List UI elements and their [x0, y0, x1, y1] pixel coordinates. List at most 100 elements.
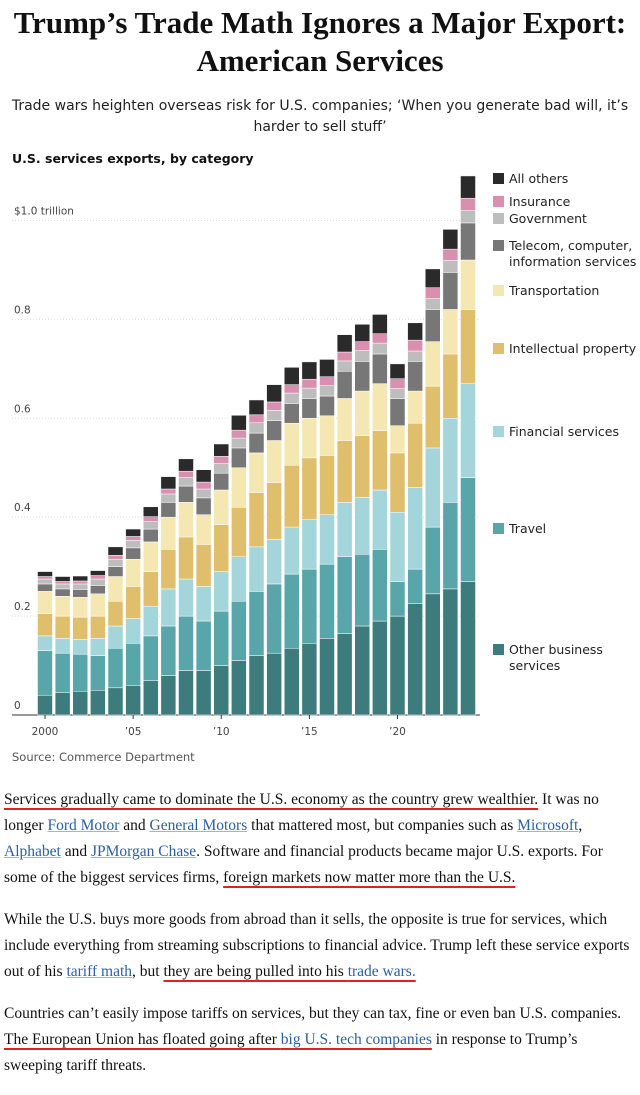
bar-segment: [442, 309, 459, 355]
legend-swatch: [493, 426, 504, 437]
bar-segment: [213, 665, 229, 716]
bar-segment: [407, 322, 423, 341]
bar-segment: [72, 597, 88, 618]
bar-segment: [301, 418, 318, 459]
bar-segment: [372, 383, 388, 431]
bar-segment: [90, 585, 106, 595]
bar-segment: [54, 583, 71, 590]
bar-segment: [407, 339, 423, 352]
bar-segment: [336, 371, 353, 399]
paragraph: Countries can’t easily impose tariffs on…: [4, 1001, 634, 1079]
bar-segment: [90, 655, 106, 691]
link[interactable]: tariff math: [66, 963, 133, 980]
legend-label: Travel: [509, 521, 547, 536]
bar-segment: [354, 554, 370, 627]
legend-swatch: [493, 644, 504, 655]
chart: 0 0.2 0.4 0.6 0.8 $1.0 trillion 2000 ’05 ’10 ’15 ’…: [12, 175, 480, 738]
bar-segment: [107, 625, 124, 649]
bar-segment: [284, 392, 300, 404]
bar-segment: [460, 210, 476, 224]
legend-entry: Insurance: [493, 194, 638, 210]
bar-segment: [90, 578, 106, 586]
bar-segment: [284, 465, 300, 528]
bar-segment: [407, 603, 423, 716]
link[interactable]: JPMorgan Chase: [90, 843, 197, 860]
bar-segment: [231, 507, 247, 557]
bar-segment: [213, 571, 229, 612]
bar-segment: [266, 410, 282, 421]
legend-entry: All others: [493, 171, 638, 187]
legend-entry: Travel: [493, 521, 638, 537]
bar-segment: [143, 521, 159, 530]
link[interactable]: Alphabet: [4, 843, 61, 860]
bar-segment: [336, 556, 353, 634]
bar-segment: [354, 497, 370, 555]
bar-segment: [213, 443, 229, 457]
bar-segment: [425, 298, 441, 310]
bar-segment: [389, 425, 406, 454]
bar-segment: [284, 526, 300, 575]
bar-segment: [231, 556, 247, 602]
bar-segment: [336, 351, 353, 362]
bar-segment: [460, 581, 476, 716]
bar-segment: [372, 549, 388, 622]
bar-segment: [213, 610, 229, 666]
text: While the U.S. buys more goods from abro…: [4, 911, 630, 980]
bar-segment: [442, 229, 459, 250]
bar-segment: [231, 437, 247, 449]
link[interactable]: trade wars.: [347, 963, 416, 980]
bar-segment: [248, 422, 265, 434]
bar-segment: [372, 620, 388, 716]
bar-segment: [372, 489, 388, 550]
legend-label: Other business services: [509, 642, 603, 673]
link[interactable]: General Motors: [149, 817, 248, 834]
bar-segment: [231, 415, 247, 431]
bar-segment: [90, 690, 106, 716]
bar-segment: [354, 350, 370, 362]
bar-segment: [72, 691, 88, 716]
text: , but: [132, 963, 164, 980]
legend-label: Government: [509, 211, 587, 226]
bar-segment: [213, 524, 229, 572]
bar-segment: [319, 455, 335, 515]
bar-segment: [143, 635, 159, 681]
bar-segment: [54, 581, 71, 585]
bar-segment: [160, 549, 177, 590]
bar-segment: [143, 506, 159, 517]
legend-entry: Financial services: [493, 424, 638, 440]
text: Services gradually came to dominate the …: [4, 791, 539, 808]
paragraph: Services gradually came to dominate the …: [4, 787, 634, 891]
bar-segment: [213, 472, 229, 491]
bar-segment: [178, 578, 194, 617]
legend-entry: Transportation: [493, 283, 638, 299]
bar-segment: [442, 418, 459, 503]
bar-segment: [72, 583, 88, 590]
bar-segment: [248, 655, 265, 716]
bar-segment: [195, 544, 212, 587]
text: . Software and financial products became…: [4, 843, 603, 886]
subheadline: Trade wars heighten overseas risk for U.…: [11, 98, 629, 135]
bar-segment: [37, 650, 53, 696]
bar-segment: [460, 309, 476, 384]
link[interactable]: Ford Motor: [47, 817, 120, 834]
bar-segment: [425, 593, 441, 716]
bar-segment: [301, 643, 318, 716]
bar-segment: [178, 477, 194, 487]
bar-segment: [160, 493, 177, 503]
bar-segment: [248, 546, 265, 592]
bar-segment: [143, 680, 159, 716]
link[interactable]: big U.S. tech companies: [280, 1031, 432, 1048]
link[interactable]: Microsoft: [517, 817, 579, 834]
bar-segment: [336, 334, 353, 353]
x-tick-label: ’15: [301, 726, 318, 738]
bar-segment: [54, 652, 71, 693]
bar-segment: [178, 470, 194, 478]
bar-segment: [354, 435, 370, 498]
bar-segment: [425, 309, 441, 342]
bar-segment: [37, 635, 53, 651]
bar-segment: [389, 452, 406, 513]
bar-segment: [389, 398, 406, 426]
bar-segment: [54, 596, 71, 617]
bar-segment: [72, 616, 88, 640]
bar-segment: [72, 589, 88, 598]
